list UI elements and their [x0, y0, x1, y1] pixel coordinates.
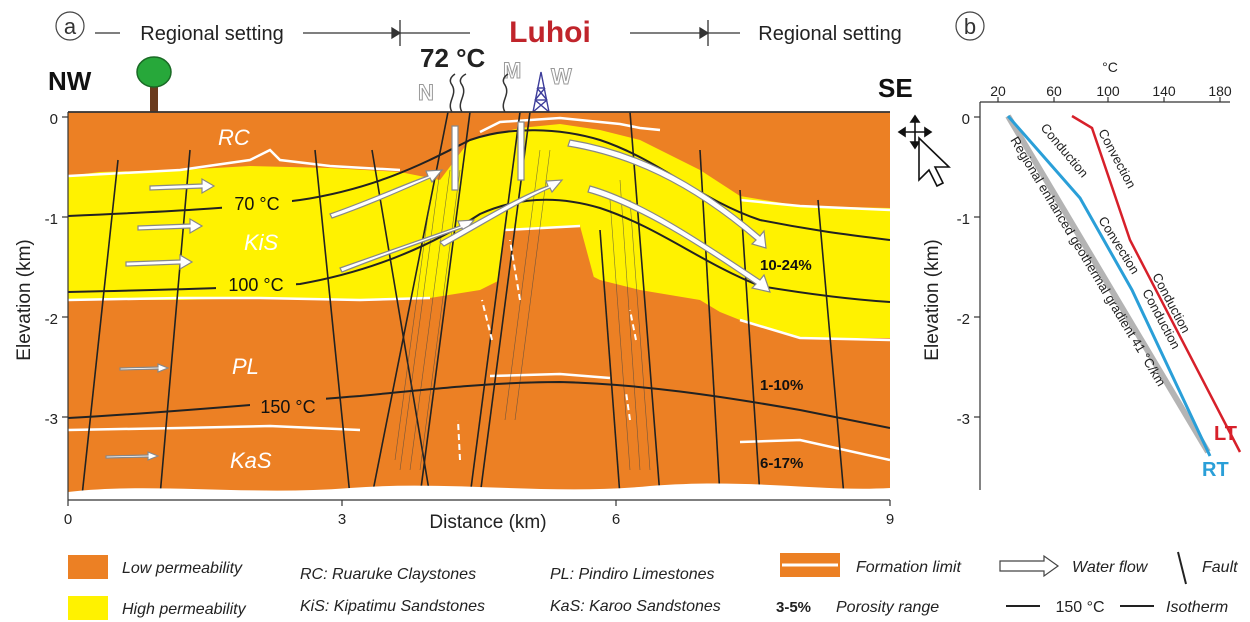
isotherm-150: [68, 380, 890, 429]
corner-se: SE: [878, 73, 913, 103]
isotherm-70-label-bg: [222, 192, 292, 214]
cross-section: [68, 112, 890, 492]
b-ytick-1: -1: [957, 211, 970, 228]
panel-b-label: b: [964, 14, 976, 39]
legend-water-flow-icon: [999, 554, 1060, 578]
corner-nw: NW: [48, 66, 92, 96]
unit-kis: KiS: [244, 230, 279, 255]
panel-a-axes: [62, 112, 891, 506]
lt-profile: [1071, 114, 1242, 453]
rt-conduction-label-1: Conduction: [1038, 120, 1092, 180]
b-xtick-140: 140: [1152, 83, 1176, 99]
legend-porosity-value: 3-5%: [776, 599, 811, 616]
a-xtick-0: 0: [64, 511, 72, 528]
upflow-dashes: [457, 239, 637, 461]
a-ytick-1: -1: [45, 211, 58, 228]
surface-temperature: 72 °C: [420, 43, 486, 73]
a-xtick-6: 6: [612, 511, 620, 528]
lt-label: LT: [1214, 423, 1237, 445]
legend-rc: RC: Ruaruke Claystones: [300, 566, 476, 583]
b-ytick-2: -2: [957, 311, 970, 328]
b-xtick-100: 100: [1096, 83, 1120, 99]
unit-rc: RC: [218, 125, 250, 150]
panel-b: b °C 20 60 100 140 180 0 -1 -2 -3 Elevat…: [922, 11, 1242, 490]
legend-low-perm: Low permeability: [122, 560, 243, 577]
legend-water-flow: Water flow: [1072, 559, 1149, 576]
legend-isotherm-value: 150 °C: [1055, 599, 1104, 616]
water-flow-arrows: [105, 121, 771, 461]
porosity-kas: 6-17%: [760, 455, 803, 472]
isotherm-100-label-bg: [216, 274, 296, 296]
a-ytick-0: 0: [50, 111, 58, 128]
spring-w: W: [551, 64, 572, 89]
legend-isotherm: Isotherm: [1166, 599, 1228, 616]
steam-icon: [449, 73, 509, 113]
legend-low-swatch: [68, 555, 108, 579]
a-y-axis-title: Elevation (km): [14, 239, 35, 360]
a-xtick-9: 9: [886, 511, 894, 528]
a-xtick-3: 3: [338, 511, 346, 528]
tree-icon: [136, 56, 172, 112]
legend-fault-icon: [1177, 551, 1187, 585]
legend-high-perm: High permeability: [122, 601, 247, 618]
spring-n: N: [418, 80, 434, 105]
legend-pl: PL: Pindiro Limestones: [550, 566, 715, 583]
a-x-axis-title: Distance (km): [429, 512, 546, 533]
panel-b-badge: [955, 11, 985, 41]
unit-kas: KaS: [230, 448, 272, 473]
b-xtick-180: 180: [1208, 83, 1232, 99]
header-left: Regional setting: [140, 23, 283, 45]
header-center-luhoi: Luhoi: [509, 16, 591, 49]
panel-a-label: a: [64, 14, 77, 39]
b-xtick-20: 20: [990, 83, 1006, 99]
rt-label: RT: [1202, 459, 1229, 481]
spring-m: M: [503, 58, 521, 83]
panel-a-badge: [55, 11, 85, 41]
b-ytick-0: 0: [962, 111, 970, 128]
move-cursor-icon[interactable]: [897, 114, 951, 188]
unit-pl: PL: [232, 354, 259, 379]
porosity-kis: 10-24%: [760, 257, 812, 274]
panel-a: a Regional setting Luhoi Regional settin…: [14, 11, 913, 533]
well-tower-icon: [532, 71, 550, 113]
header-bar: [95, 20, 740, 46]
b-x-unit: °C: [1102, 59, 1118, 75]
porosity-pl: 1-10%: [760, 377, 803, 394]
legend-high-swatch: [68, 596, 108, 620]
isotherm-100-label: 100 °C: [228, 275, 283, 295]
legend-kis: KiS: Kipatimu Sandstones: [300, 598, 485, 615]
header-right: Regional setting: [758, 23, 901, 45]
legend: Low permeability High permeability RC: R…: [68, 551, 1238, 620]
a-ytick-2: -2: [45, 311, 58, 328]
a-ytick-3: -3: [45, 411, 58, 428]
legend-fault: Fault: [1202, 559, 1238, 576]
b-xtick-60: 60: [1046, 83, 1062, 99]
regional-gradient-line: [1005, 114, 1211, 454]
panel-b-axes: [974, 97, 1230, 490]
isotherm-150-label-bg: [250, 396, 326, 418]
formation-limits: [68, 116, 890, 462]
legend-kas: KaS: Karoo Sandstones: [550, 598, 721, 615]
rt-profile: [1006, 115, 1212, 457]
b-y-axis-title: Elevation (km): [922, 239, 943, 360]
horst-block: [480, 226, 620, 492]
legend-porosity-range: Porosity range: [836, 599, 939, 616]
isotherm-150-label: 150 °C: [260, 397, 315, 417]
b-ytick-3: -3: [957, 411, 970, 428]
isotherm-70-label: 70 °C: [234, 194, 279, 214]
legend-formation-limit: Formation limit: [856, 559, 961, 576]
base-edge: [68, 483, 890, 500]
